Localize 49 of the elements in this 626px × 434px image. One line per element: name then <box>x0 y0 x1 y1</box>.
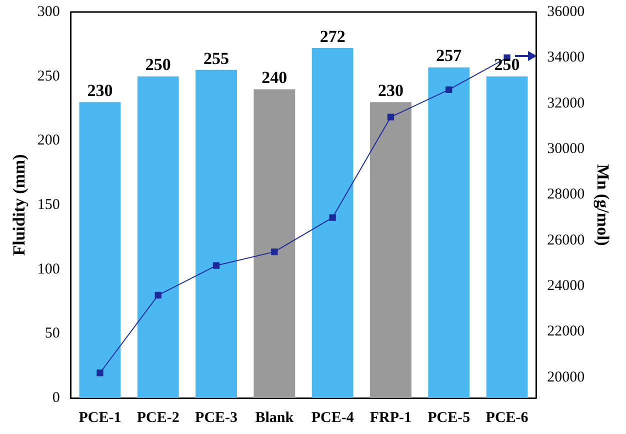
point <box>329 214 336 221</box>
data-label: 240 <box>262 68 288 88</box>
bar <box>254 89 296 398</box>
point <box>446 86 452 93</box>
y-tick-label: 0 <box>52 390 60 406</box>
bar <box>370 102 412 398</box>
x-tick-label: Blank <box>255 410 294 426</box>
data-label: 250 <box>494 55 520 74</box>
point <box>212 262 220 269</box>
data-label: 230 <box>378 80 404 100</box>
y2-tick-label: 32000 <box>547 95 585 112</box>
x-tick-label: PCE-1 <box>78 410 122 426</box>
point <box>387 114 394 120</box>
data-label: 257 <box>436 46 462 66</box>
x-tick-label: PCE-4 <box>311 410 354 426</box>
y2-tick-label: 34000 <box>547 50 585 66</box>
x-tick-label: PCE-3 <box>195 410 238 426</box>
y-tick-label: 150 <box>37 196 60 213</box>
x-tick-label: PCE-2 <box>136 410 180 426</box>
y-tick-label: 100 <box>37 261 60 278</box>
y2-tick-label: 28000 <box>547 186 585 203</box>
data-label: 250 <box>145 55 171 74</box>
y-tick-label: 200 <box>37 132 60 149</box>
data-label: 230 <box>87 80 113 100</box>
y2-axis-title: Mn (g/mol) <box>593 164 612 246</box>
point <box>96 370 104 376</box>
x-tick-label: FRP-1 <box>370 410 412 426</box>
y2-tick-label: 22000 <box>547 324 585 340</box>
y-axis-title: Fluidity (mm) <box>10 154 29 256</box>
bar <box>312 48 354 398</box>
y2-tick-label: 24000 <box>547 278 585 294</box>
bar <box>79 102 121 398</box>
y2-tick-label: 36000 <box>547 4 585 20</box>
y2-tick-label: 20000 <box>547 369 585 386</box>
y-tick-label: 300 <box>37 4 60 20</box>
y-tick-label: 250 <box>37 68 60 84</box>
y2-tick-label: 30000 <box>547 140 585 157</box>
bar <box>196 70 237 398</box>
data-label: 272 <box>320 26 346 46</box>
data-label: 255 <box>204 48 230 68</box>
x-tick-label: PCE-5 <box>428 410 470 426</box>
y2-tick-label: 26000 <box>547 232 585 248</box>
y-tick-label: 50 <box>44 326 60 342</box>
point <box>271 248 278 256</box>
bar <box>428 67 470 398</box>
bar <box>137 76 179 398</box>
point <box>154 292 162 299</box>
bar <box>486 76 528 398</box>
x-tick-label: PCE-6 <box>486 410 529 426</box>
